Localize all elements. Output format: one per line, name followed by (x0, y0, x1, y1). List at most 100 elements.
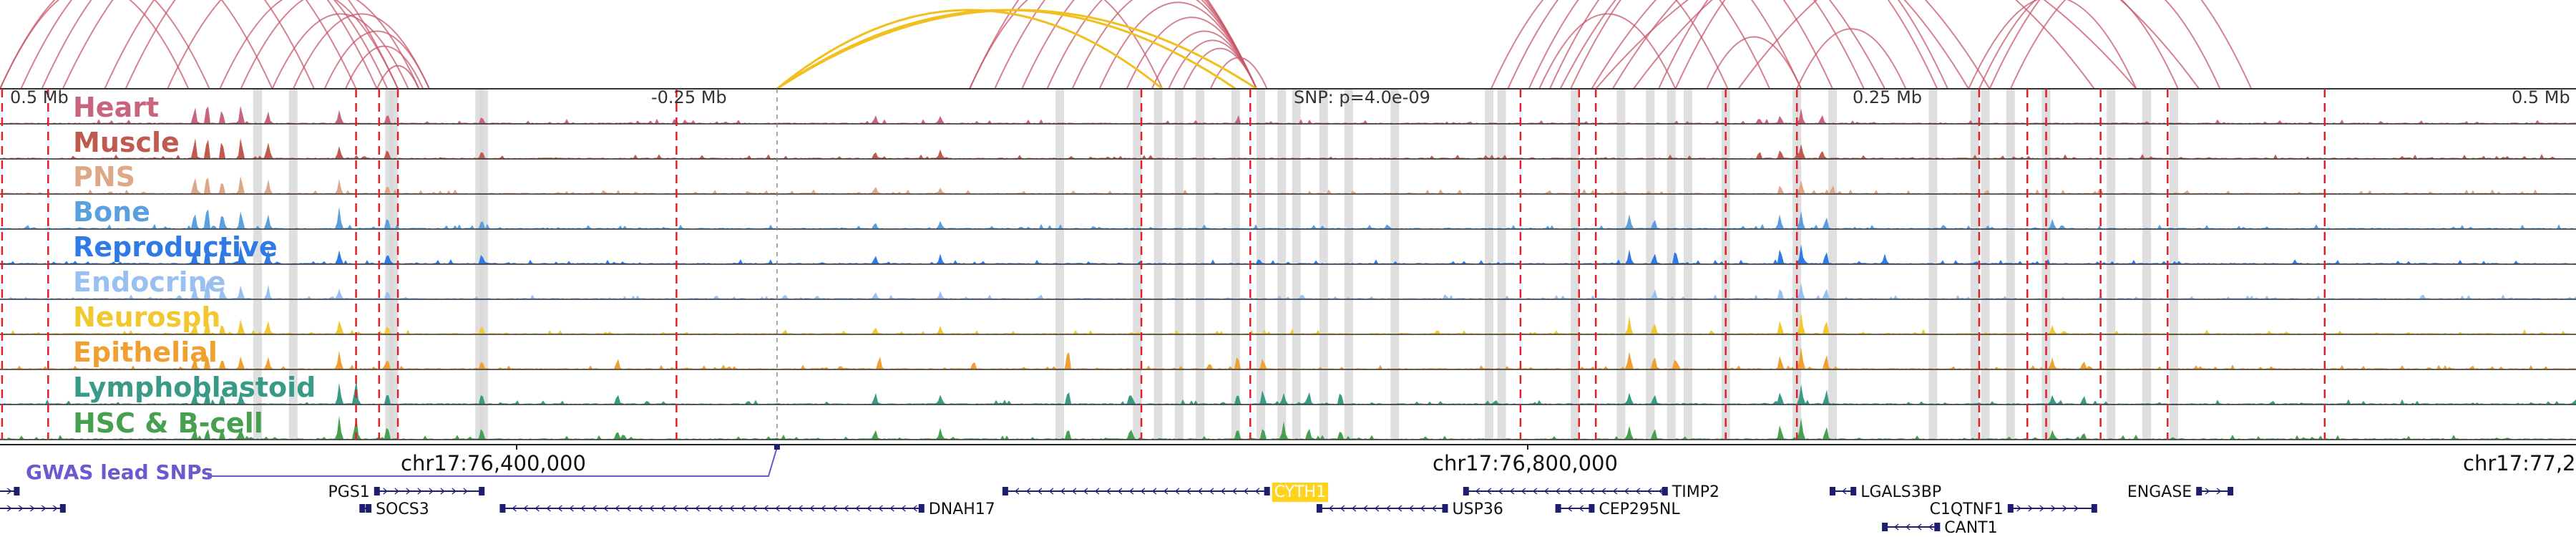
strand-arrow (1186, 488, 1191, 495)
strand-arrow (2216, 488, 2222, 495)
strand-arrow (844, 505, 849, 512)
loop-arc (1507, 0, 1771, 90)
strand-arrow (592, 505, 597, 512)
gene-exon (2228, 487, 2234, 495)
strand-arrow (1060, 488, 1065, 495)
strand-arrow (832, 505, 837, 512)
strand-arrow (1521, 488, 1526, 495)
loop-arc (1633, 0, 2095, 90)
gene-exon (2007, 504, 2014, 513)
strand-arrow (1431, 505, 1437, 512)
gwas-lead-snp-marker (774, 444, 780, 450)
strand-arrow (729, 505, 734, 512)
gene-exon (1882, 523, 1888, 531)
gene-label: CANT1 (1944, 519, 1997, 537)
genomic-tick-label-2: chr17:76,800,000 (1433, 451, 1618, 475)
loop-arc (376, 65, 420, 90)
strand-arrow (763, 505, 769, 512)
strand-arrow (1894, 523, 1899, 531)
strand-arrow (1486, 488, 1492, 495)
lead-snp-loop-arc (776, 9, 1257, 90)
strand-arrow (29, 505, 35, 512)
loop-arc (125, 0, 399, 90)
loop-arc (969, 0, 1163, 90)
gene-exon (1934, 523, 1941, 531)
strand-arrow (1071, 488, 1077, 495)
lead-snp-loop-arc (776, 9, 1236, 90)
strand-arrow (638, 505, 643, 512)
strand-arrow (546, 505, 551, 512)
gene-exon (359, 504, 366, 513)
strand-arrow (821, 505, 826, 512)
gene-exon (1264, 487, 1270, 495)
strand-arrow (417, 488, 422, 495)
strand-arrow (1128, 488, 1134, 495)
strand-arrow (1117, 488, 1123, 495)
strand-arrow (2062, 505, 2067, 512)
gene-label: ENGASE (2127, 483, 2192, 501)
strand-arrow (855, 505, 860, 512)
strand-arrow (1408, 505, 1414, 512)
strand-arrow (2051, 505, 2056, 512)
track-label-bone: Bone (73, 196, 150, 228)
loop-arc (1611, 0, 1991, 90)
gene-exon (499, 504, 506, 513)
track-label-lymphoblastoid: Lymphoblastoid (73, 372, 316, 403)
track-label-reproductive: Reproductive (73, 231, 278, 263)
gene-highlight-box (1272, 483, 1329, 502)
loop-arc (1182, 47, 1258, 90)
strand-arrow (569, 505, 574, 512)
track-label-muscle: Muscle (73, 127, 180, 158)
strand-arrow (1340, 505, 1345, 512)
strand-arrow (741, 505, 746, 512)
offset-label-plus-quarter: 0.25 Mb (1853, 87, 1922, 107)
signal-track-6 (0, 279, 2576, 299)
gene-exon (2091, 504, 2097, 513)
strand-arrow (2074, 505, 2079, 512)
strand-arrow (649, 505, 654, 512)
red-marker-lines (1, 89, 2326, 440)
signal-tracks (0, 88, 2576, 440)
strand-arrow (1635, 488, 1641, 495)
strand-arrow (1243, 488, 1249, 495)
gene-exon (479, 487, 485, 495)
strand-arrow (6, 488, 12, 495)
strand-arrow (523, 505, 528, 512)
genomic-tick-label-3: chr17:77,2 (2463, 451, 2576, 475)
strand-arrow (535, 505, 540, 512)
gene-exon (2196, 487, 2202, 495)
strand-arrow (683, 505, 688, 512)
track-label-epithelial: Epithelial (73, 337, 218, 368)
loop-arc (0, 0, 190, 90)
loop-arc (1490, 0, 1729, 90)
strand-arrow (752, 505, 757, 512)
offset-label-right: 0.5 Mb (2512, 87, 2570, 107)
strand-arrow (383, 488, 388, 495)
strand-arrow (440, 488, 445, 495)
strand-arrow (1094, 488, 1100, 495)
strand-arrow (580, 505, 585, 512)
gene-exon (59, 504, 66, 513)
gene-exon (366, 504, 372, 513)
strand-arrow (557, 505, 562, 512)
strand-arrow (798, 505, 803, 512)
strand-arrow (786, 505, 791, 512)
gene-label: PGS1 (328, 483, 370, 501)
track-labels: Heart Muscle PNS Bone Reproductive Endoc… (73, 92, 316, 439)
gene-label: C1QTNF1 (1930, 500, 2004, 518)
gene-exon (1589, 504, 1595, 513)
strand-arrow (1163, 488, 1169, 495)
strand-arrow (1106, 488, 1111, 495)
offset-label-minus-quarter: -0.25 Mb (651, 87, 727, 107)
gwas-lead-snp-line (208, 447, 778, 477)
strand-arrow (1579, 505, 1584, 512)
loop-arc (1989, 0, 2253, 90)
gene-exon (918, 504, 924, 513)
strand-arrow (1566, 488, 1572, 495)
signal-track-4 (0, 206, 2576, 229)
strand-arrow (1254, 488, 1260, 495)
track-label-pns: PNS (73, 161, 135, 193)
gene-exon (1830, 487, 1835, 495)
strand-arrow (1220, 488, 1226, 495)
strand-arrow (406, 488, 411, 495)
